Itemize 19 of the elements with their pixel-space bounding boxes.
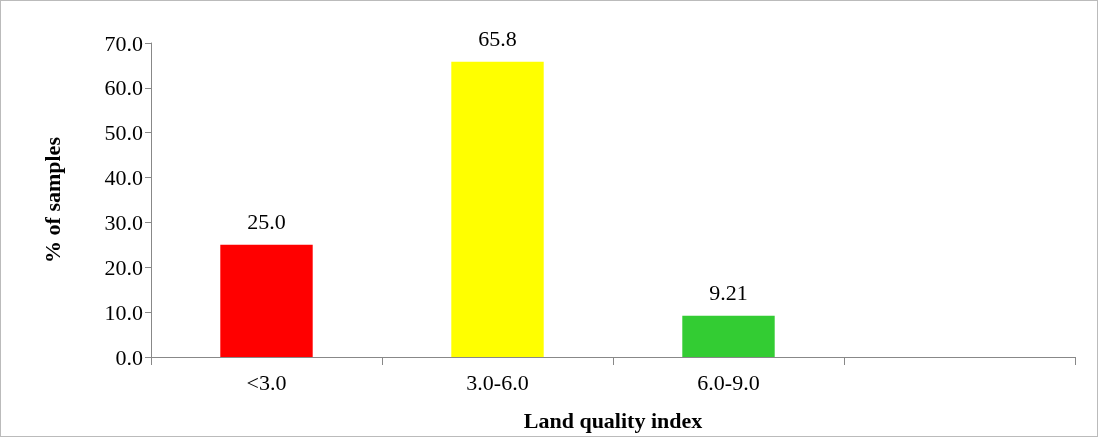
- y-tick-label: 70.0: [104, 30, 143, 56]
- bar: [220, 244, 313, 357]
- data-label: 25.0: [247, 209, 286, 235]
- y-tick-label: 0.0: [115, 344, 143, 370]
- y-tick-label: 30.0: [104, 209, 143, 235]
- bar: [682, 315, 775, 357]
- y-tick-label: 40.0: [104, 165, 143, 191]
- x-tick-label: 6.0-9.0: [697, 369, 760, 395]
- data-label: 65.8: [478, 26, 517, 52]
- y-axis-title: % of samples: [39, 136, 65, 263]
- y-tick-label: 50.0: [104, 120, 143, 146]
- x-tick-label: 3.0-6.0: [466, 369, 529, 395]
- data-label: 9.21: [709, 280, 748, 306]
- y-tick-label: 60.0: [104, 75, 143, 101]
- x-tick-label: <3.0: [246, 369, 287, 395]
- y-tick-label: 20.0: [104, 254, 143, 280]
- bar: [451, 61, 544, 357]
- y-tick-label: 10.0: [104, 299, 143, 325]
- x-axis-title: Land quality index: [523, 407, 703, 433]
